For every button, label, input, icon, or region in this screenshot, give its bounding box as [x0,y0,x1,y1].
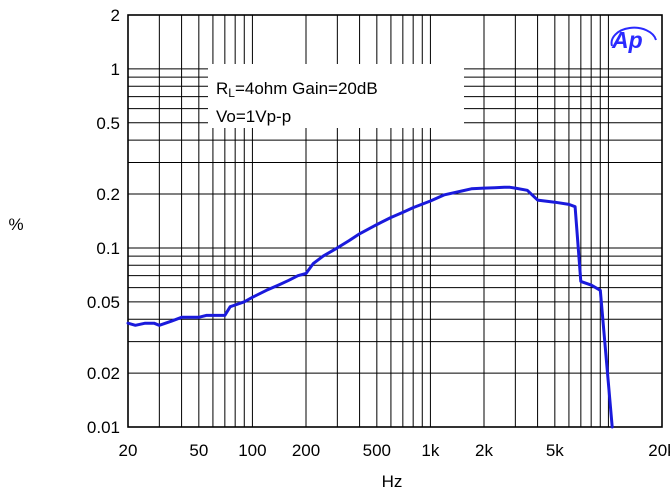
y-tick-label: 0.05 [87,293,120,312]
x-tick-label: 200 [292,441,320,460]
x-tick-labels: 20 50 100 200 500 1k 2k 5k 20k [119,441,670,460]
x-tick-label: 1k [421,441,439,460]
x-tick-label: 20 [119,441,138,460]
plot-frame [127,14,663,428]
y-tick-labels: 0.01 0.02 0.05 0.1 0.2 0.5 1 2 [87,6,120,437]
x-tick-label: 500 [363,441,391,460]
y-tick-label: 0.02 [87,364,120,383]
y-tick-label: 0.01 [87,418,120,437]
y-tick-label: 0.2 [96,185,120,204]
annotation-line-1: RL=4ohm Gain=20dB [216,79,378,100]
x-tick-label: 20k [648,441,670,460]
annotation-line-2: Vo=1Vp-p [216,107,291,126]
series-layer [126,185,614,429]
ap-logo-text: Ap [611,27,643,53]
annotation-box: RL=4ohm Gain=20dB Vo=1Vp-p [208,64,464,128]
ap-logo: Ap [610,26,657,53]
y-tick-label: 0.1 [96,239,120,258]
y-tick-label: 0.5 [96,114,120,133]
x-tick-label: 5k [546,441,564,460]
x-axis-label: Hz [382,472,403,491]
annotation-background [208,64,464,128]
x-tick-label: 100 [238,441,266,460]
series-line-0 [126,185,614,429]
x-tick-label: 2k [475,441,493,460]
y-tick-label: 2 [111,6,120,25]
x-tick-label: 50 [189,441,208,460]
y-axis-label: % [8,215,23,234]
y-tick-label: 1 [111,60,120,79]
